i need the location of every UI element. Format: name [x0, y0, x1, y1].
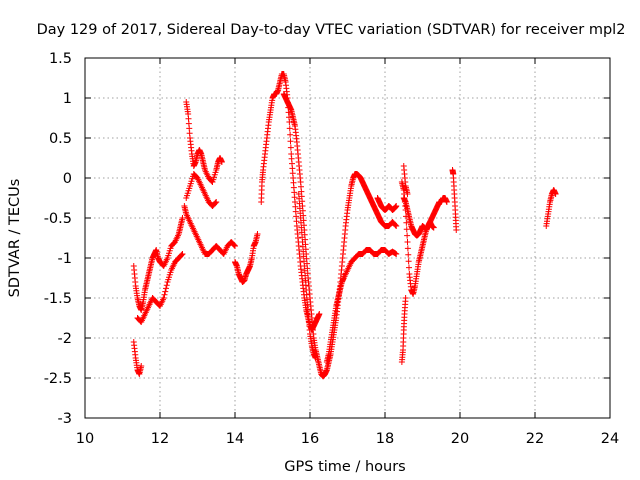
data-point — [160, 295, 167, 301]
x-tick-label: 20 — [451, 431, 469, 447]
y-tick-label: -1 — [58, 251, 72, 267]
data-point — [393, 251, 400, 257]
data-point — [162, 288, 169, 295]
plot-frame — [84, 57, 611, 419]
data-point — [218, 159, 225, 165]
data-point — [405, 251, 412, 258]
y-tick-label: -3 — [58, 411, 72, 427]
data-point — [287, 131, 294, 138]
data-point — [179, 215, 186, 221]
x-axis-label: GPS time / hours — [284, 459, 405, 475]
data-point — [393, 203, 400, 209]
data-point — [453, 227, 460, 233]
y-tick-label: 0 — [63, 171, 72, 187]
y-tick-label: 1.5 — [49, 51, 72, 67]
data-point — [179, 251, 186, 257]
data-point — [392, 222, 399, 229]
data-point — [404, 245, 411, 252]
data-point — [212, 199, 219, 206]
data-point — [254, 231, 261, 237]
data-point — [213, 199, 220, 205]
data-point — [316, 311, 323, 317]
y-axis-label: SDTVAR / TECUs — [7, 179, 23, 298]
x-tick-label: 14 — [226, 431, 244, 447]
grid — [85, 58, 610, 418]
axes — [84, 57, 611, 419]
data-point — [287, 144, 294, 151]
data-point — [404, 232, 411, 239]
data-point — [312, 355, 319, 361]
data-point — [163, 285, 169, 292]
data-point — [286, 119, 293, 125]
data-point — [138, 363, 145, 369]
data-point — [404, 239, 411, 245]
data-point — [552, 191, 559, 197]
data-point — [287, 138, 294, 145]
y-tick-label: -2.5 — [44, 371, 72, 387]
x-tick-label: 24 — [601, 431, 619, 447]
x-tick-label: 12 — [151, 431, 169, 447]
y-tick-label: -0.5 — [44, 211, 72, 227]
data-point — [161, 291, 168, 298]
data-point — [404, 191, 411, 197]
data-point — [232, 243, 238, 249]
data-point — [163, 282, 170, 289]
data-point — [406, 264, 412, 271]
data-point — [178, 251, 185, 258]
y-tick-label: -1.5 — [44, 291, 72, 307]
y-tick-label: 1 — [63, 91, 72, 107]
data-point — [286, 125, 293, 132]
data-point — [430, 224, 437, 231]
data-point — [443, 199, 450, 205]
y-tick-label: 0.5 — [49, 131, 72, 147]
y-tick-labels: -3 -2.5 -2 -1.5 -1 -0.5 0 0.5 1 1.5 — [44, 51, 72, 427]
data-point — [393, 223, 400, 229]
x-tick-label: 18 — [376, 431, 394, 447]
x-tick-label: 22 — [526, 431, 544, 447]
x-tick-labels: 10 12 14 16 18 20 22 24 — [76, 431, 619, 447]
x-tick-label: 16 — [301, 431, 319, 447]
data-point — [402, 295, 409, 301]
data-points — [130, 71, 559, 380]
data-point — [403, 226, 410, 233]
data-point — [231, 242, 238, 249]
x-tick-label: 10 — [76, 431, 94, 447]
y-tick-label: -2 — [58, 331, 72, 347]
data-point — [405, 258, 412, 265]
chart-title: Day 129 of 2017, Sidereal Day-to-day VTE… — [37, 22, 626, 38]
